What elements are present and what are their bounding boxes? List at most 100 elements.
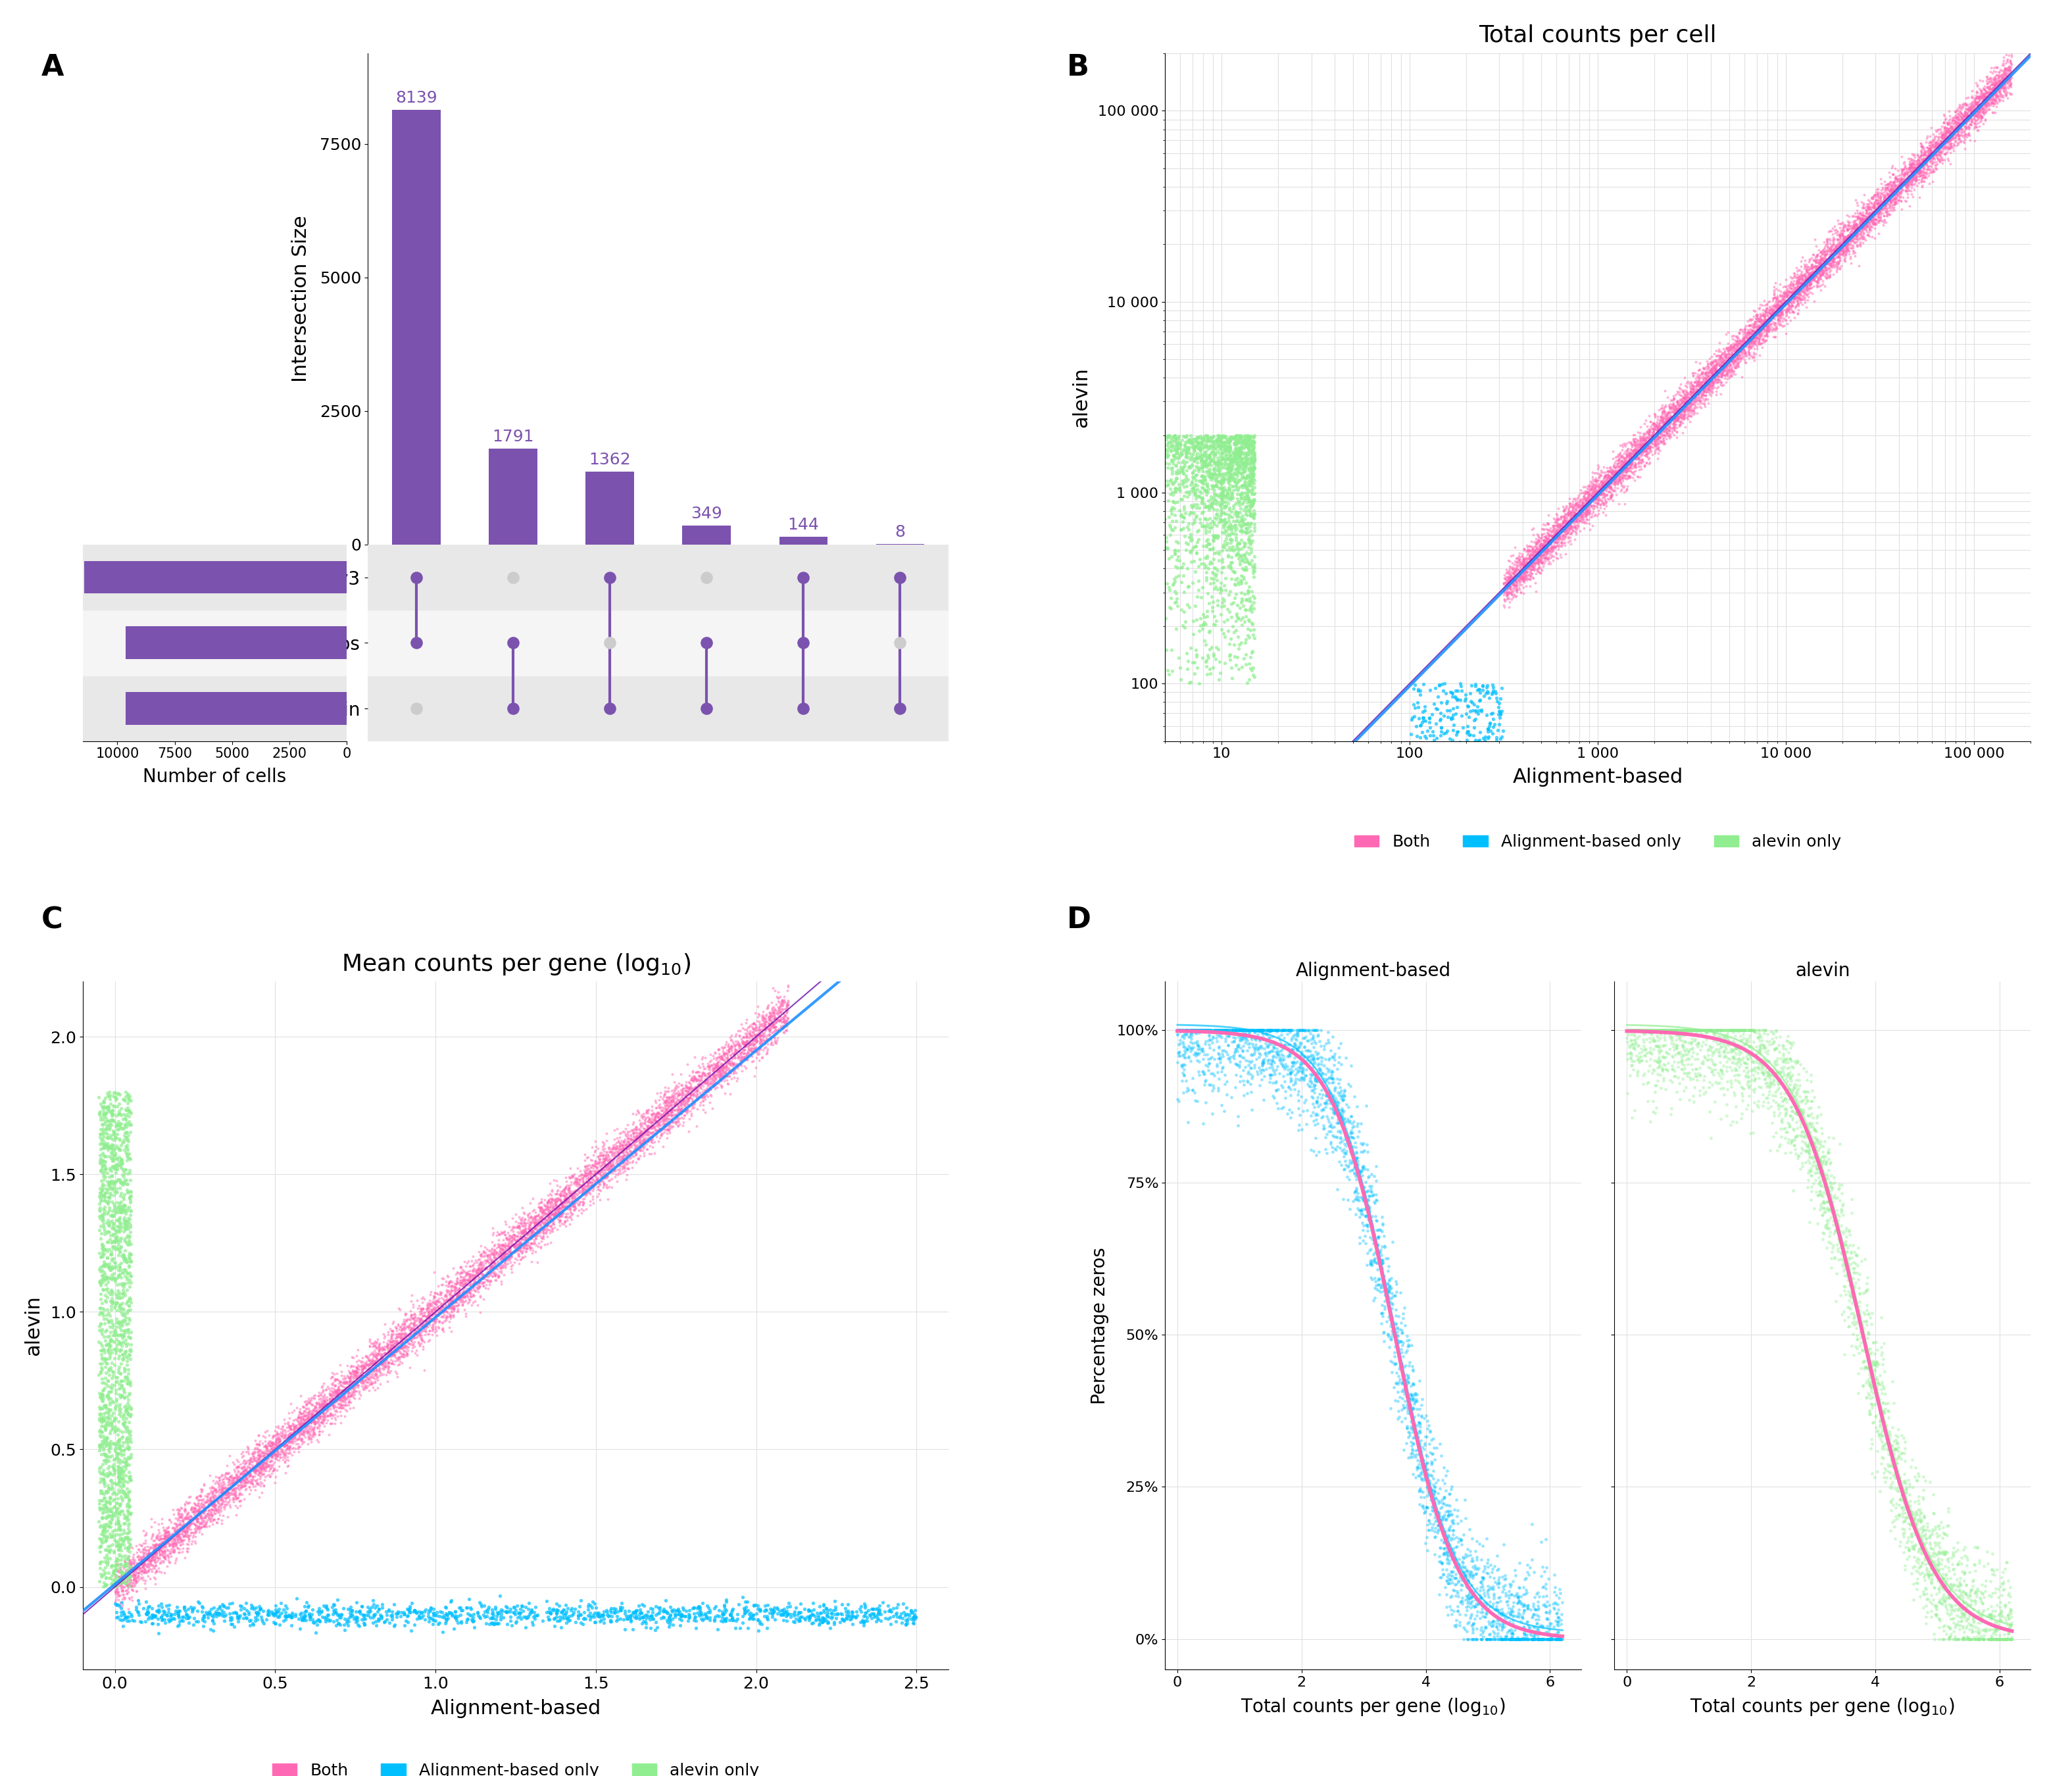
Point <box>675 1074 709 1103</box>
Point <box>135 1522 168 1550</box>
Point <box>1728 314 1761 343</box>
Point <box>1680 380 1714 408</box>
Point <box>1888 153 1921 181</box>
Point <box>1531 536 1564 565</box>
Point <box>593 1602 626 1630</box>
Point <box>470 1241 503 1270</box>
Point <box>1846 206 1879 234</box>
Point <box>1544 511 1577 540</box>
Point <box>1680 375 1714 403</box>
Point <box>197 1510 230 1538</box>
Point <box>1745 1050 1778 1078</box>
Point <box>195 1495 228 1524</box>
Point <box>518 1211 551 1240</box>
Point <box>1707 337 1740 366</box>
Point <box>669 1092 702 1121</box>
Point <box>1701 361 1734 389</box>
Point <box>1193 535 1227 563</box>
Point <box>1513 1625 1546 1653</box>
Point <box>278 1415 311 1444</box>
Point <box>456 1263 489 1291</box>
Point <box>588 1144 622 1172</box>
Point <box>234 1469 267 1497</box>
Point <box>1384 1396 1417 1424</box>
Point <box>365 1343 398 1371</box>
Point <box>1394 1412 1428 1440</box>
Point <box>108 1193 141 1222</box>
Point <box>429 1282 462 1311</box>
Point <box>153 1522 186 1550</box>
Point <box>1384 1350 1417 1378</box>
Point <box>1875 176 1908 204</box>
Point <box>375 1316 408 1344</box>
Point <box>1968 87 2002 115</box>
Point <box>535 1201 568 1229</box>
Point <box>106 1275 139 1304</box>
Point <box>1968 82 2002 110</box>
Point <box>1222 604 1256 632</box>
Point <box>1672 394 1705 423</box>
Point <box>1200 435 1233 464</box>
Point <box>1937 115 1970 144</box>
Point <box>1699 359 1732 387</box>
Point <box>501 1236 535 1265</box>
Point <box>162 1506 195 1534</box>
Point <box>1896 169 1929 197</box>
Point <box>806 1606 839 1634</box>
Point <box>1233 488 1266 517</box>
Point <box>1645 412 1678 440</box>
Point <box>1620 453 1653 481</box>
Point <box>1711 359 1745 387</box>
Point <box>576 1154 609 1183</box>
Point <box>493 1598 526 1627</box>
Point <box>736 1021 769 1050</box>
Point <box>1774 1112 1807 1140</box>
Point <box>638 1105 671 1133</box>
Point <box>110 1563 143 1591</box>
Point <box>1838 226 1871 254</box>
Point <box>394 1304 427 1332</box>
Point <box>460 1277 493 1305</box>
Point <box>1925 117 1958 146</box>
Point <box>128 1559 162 1588</box>
Point <box>91 1114 124 1142</box>
Point <box>1525 1625 1558 1653</box>
Point <box>584 1158 617 1186</box>
Point <box>249 1456 282 1485</box>
Point <box>584 1176 617 1204</box>
Point <box>1196 423 1229 451</box>
Point <box>1747 1058 1780 1087</box>
Point <box>566 1170 599 1199</box>
Point <box>1782 281 1815 309</box>
Point <box>1473 751 1506 780</box>
Point <box>1867 1458 1900 1487</box>
Point <box>93 1437 126 1465</box>
Point <box>93 1474 126 1502</box>
Point <box>1670 403 1703 432</box>
Point <box>1707 352 1740 380</box>
Point <box>1272 1039 1305 1067</box>
Point <box>533 1190 566 1218</box>
Point <box>110 1138 143 1167</box>
Point <box>1811 247 1844 275</box>
Point <box>1569 490 1602 519</box>
Point <box>680 1058 713 1087</box>
Point <box>1539 526 1573 554</box>
Point <box>1527 1591 1560 1620</box>
Point <box>1985 1625 2018 1653</box>
Point <box>128 1520 162 1549</box>
Point <box>83 1431 116 1460</box>
Point <box>1658 385 1691 414</box>
Point <box>1674 1016 1707 1044</box>
Point <box>1521 527 1554 556</box>
Point <box>1581 488 1614 517</box>
Point <box>516 1602 549 1630</box>
Point <box>267 1421 300 1449</box>
Point <box>164 1515 197 1543</box>
Point <box>1915 1549 1948 1577</box>
Point <box>1935 131 1968 160</box>
Point <box>1268 1032 1301 1060</box>
Point <box>603 1133 636 1162</box>
Point <box>1452 1584 1486 1613</box>
Point <box>1318 1067 1351 1096</box>
